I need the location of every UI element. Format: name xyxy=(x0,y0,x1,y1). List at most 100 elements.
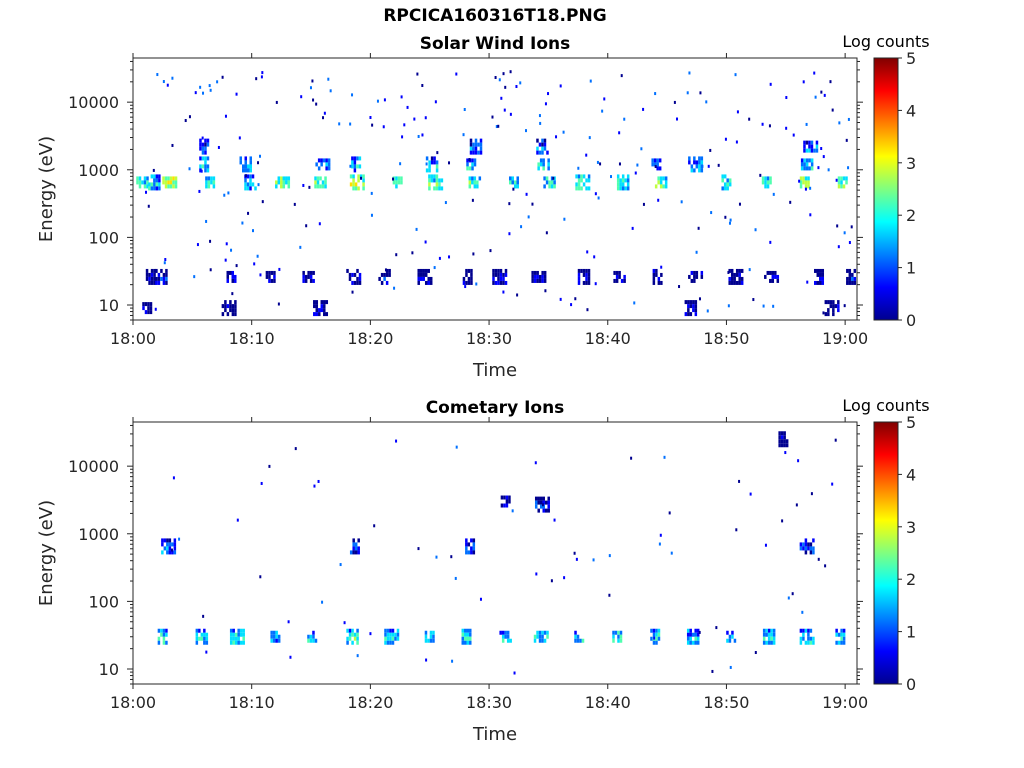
spectrogram-cell xyxy=(688,71,691,75)
spectrogram-cell xyxy=(707,164,710,168)
spectrogram-cell xyxy=(174,176,178,181)
spectrogram-cell xyxy=(259,575,262,579)
spectrogram-cell xyxy=(546,634,549,639)
spectrogram-cell xyxy=(834,304,838,309)
spectrogram-cell xyxy=(721,174,724,179)
spectrogram-cell xyxy=(417,547,420,551)
spectrogram-cell xyxy=(542,508,545,513)
spectrogram-cell xyxy=(383,276,386,281)
spectrogram-cell xyxy=(234,312,237,317)
spectrogram-cell xyxy=(548,184,551,189)
spectrogram-cell xyxy=(378,276,381,281)
spectrogram-cell xyxy=(543,630,547,635)
spectrogram-cell xyxy=(432,634,435,639)
spectrogram-cell xyxy=(580,174,583,179)
spectrogram-cell xyxy=(533,274,537,279)
spectrogram-cell xyxy=(346,640,349,645)
spectrogram-cell xyxy=(167,180,170,185)
spectrogram-cell xyxy=(163,261,166,265)
x-tick-label: 18:40 xyxy=(585,693,631,712)
spectrogram-cell xyxy=(348,632,352,637)
spectrogram-cell xyxy=(162,180,165,185)
spectrogram-cell xyxy=(541,503,544,507)
spectrogram-cell xyxy=(429,634,433,639)
spectrogram-cell xyxy=(805,162,809,167)
spectrogram-cell xyxy=(234,636,238,641)
spectrogram-cell xyxy=(504,280,508,285)
spectrogram-cell xyxy=(579,638,582,643)
spectrogram-cell xyxy=(842,184,846,189)
spectrogram-cell xyxy=(158,186,161,191)
spectrogram-cell xyxy=(816,280,820,285)
spectrogram-cell xyxy=(764,543,767,547)
spectrogram-cell xyxy=(817,557,820,561)
spectrogram-cell xyxy=(158,178,161,183)
spectrogram-cell xyxy=(547,158,550,163)
spectrogram-cell xyxy=(464,640,467,645)
y-tick-label: 100 xyxy=(88,228,119,247)
spectrogram-cell xyxy=(837,245,840,249)
spectrogram-cell xyxy=(429,280,433,285)
spectrogram-cell xyxy=(717,163,720,167)
spectrogram-cell xyxy=(473,162,477,167)
spectrogram-cell xyxy=(467,280,471,285)
spectrogram-cell xyxy=(762,304,765,308)
spectrogram-cell xyxy=(631,226,634,230)
spectrogram-cell xyxy=(810,144,814,149)
spectrogram-cell xyxy=(392,180,396,185)
spectrogram-cell xyxy=(813,71,816,75)
spectrogram-cell xyxy=(229,636,233,641)
spectrogram-cell xyxy=(234,300,237,305)
spectrogram-cell xyxy=(803,158,806,163)
spectrogram-cell xyxy=(842,632,846,637)
spectrogram-cell xyxy=(478,176,482,181)
spectrogram-cell xyxy=(542,500,545,505)
spectrogram-cell xyxy=(469,142,473,147)
spectrogram-cell xyxy=(145,272,149,277)
spectrogram-cell xyxy=(307,634,310,639)
spectrogram-cell xyxy=(249,186,252,191)
spectrogram-cell xyxy=(836,224,839,228)
spectrogram-cell xyxy=(261,71,264,75)
spectrogram-cell xyxy=(224,308,227,313)
spectrogram-cell xyxy=(360,176,363,180)
spectrogram-cell xyxy=(362,182,365,187)
spectrogram-cell xyxy=(157,276,161,281)
spectrogram-cell xyxy=(516,184,519,189)
spectrogram-cell xyxy=(198,628,201,633)
spectrogram-cell xyxy=(623,117,626,121)
spectrogram-cell xyxy=(577,186,581,191)
spectrogram-cell xyxy=(199,138,202,143)
spectrogram-cell xyxy=(433,186,436,191)
spectrogram-cell xyxy=(659,184,663,189)
spectrogram-cell xyxy=(730,276,734,281)
spectrogram-cell xyxy=(765,632,768,637)
spectrogram-cell xyxy=(150,174,154,179)
spectrogram-cell xyxy=(472,147,475,151)
spectrogram-cell xyxy=(574,297,577,301)
spectrogram-cell xyxy=(762,628,766,633)
spectrogram-cell xyxy=(465,538,468,543)
spectrogram-cell xyxy=(802,632,805,637)
spectrogram-cell xyxy=(792,133,795,137)
spectrogram-cell xyxy=(543,270,547,275)
spectrogram-cell xyxy=(492,280,495,285)
spectrogram-cell xyxy=(433,178,436,183)
spectrogram-cell xyxy=(538,274,542,279)
spectrogram-cell xyxy=(474,142,478,147)
spectrogram-cell xyxy=(254,186,257,191)
spectrogram-cell xyxy=(448,255,451,259)
x-axis: 18:00 18:10 18:20 18:30 18:40 18:50 19:00 xyxy=(110,53,868,348)
spectrogram-cell xyxy=(577,272,581,277)
spectrogram-cell xyxy=(199,146,202,151)
spectrogram-cell xyxy=(537,162,540,167)
spectrogram-cell xyxy=(769,82,772,86)
spectrogram-cell xyxy=(650,628,653,633)
spectrogram-cell xyxy=(168,550,172,555)
spectrogram-cell xyxy=(840,632,843,637)
spectrogram-cell xyxy=(428,168,431,173)
spectrogram-cell xyxy=(619,182,622,187)
spectrogram-cell xyxy=(500,495,504,500)
spectrogram-cell xyxy=(689,312,693,317)
